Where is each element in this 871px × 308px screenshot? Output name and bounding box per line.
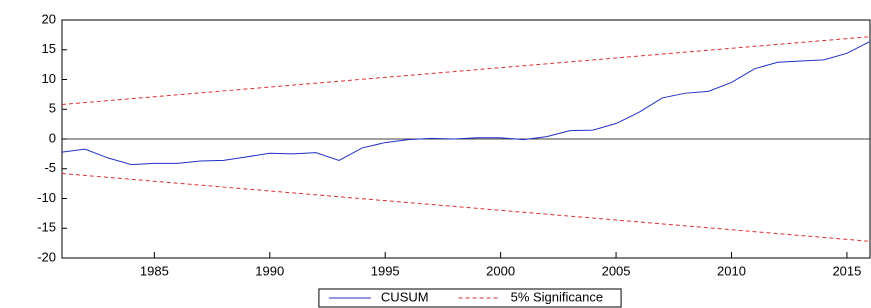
y-tick-label: -15 bbox=[37, 220, 56, 235]
x-tick-label: 1990 bbox=[255, 263, 284, 278]
y-tick-label: 5 bbox=[49, 101, 56, 116]
y-tick-label: -20 bbox=[37, 249, 56, 264]
legend-label: CUSUM bbox=[381, 289, 429, 304]
y-tick-label: 0 bbox=[49, 130, 56, 145]
series-line bbox=[62, 37, 870, 105]
x-tick-label: 1995 bbox=[371, 263, 400, 278]
y-tick-label: 15 bbox=[42, 41, 56, 56]
x-tick-label: 2015 bbox=[832, 263, 861, 278]
y-tick-label: -5 bbox=[44, 160, 56, 175]
x-tick-label: 1985 bbox=[140, 263, 169, 278]
y-tick-label: 10 bbox=[42, 71, 56, 86]
x-tick-label: 2010 bbox=[717, 263, 746, 278]
legend-label: 5% Significance bbox=[511, 289, 604, 304]
chart: -20 -15 -10 -5 0 5 10 15 20 1985 1990 1995 2000 2005 2… bbox=[0, 0, 871, 308]
x-tick-label: 2000 bbox=[486, 263, 515, 278]
series-line bbox=[62, 41, 870, 164]
y-tick-label: 20 bbox=[42, 11, 56, 26]
legend: CUSUM 5% Significance bbox=[319, 289, 621, 307]
y-tick-label: -10 bbox=[37, 190, 56, 205]
band-line bbox=[62, 174, 870, 242]
x-tick-label: 2005 bbox=[602, 263, 631, 278]
